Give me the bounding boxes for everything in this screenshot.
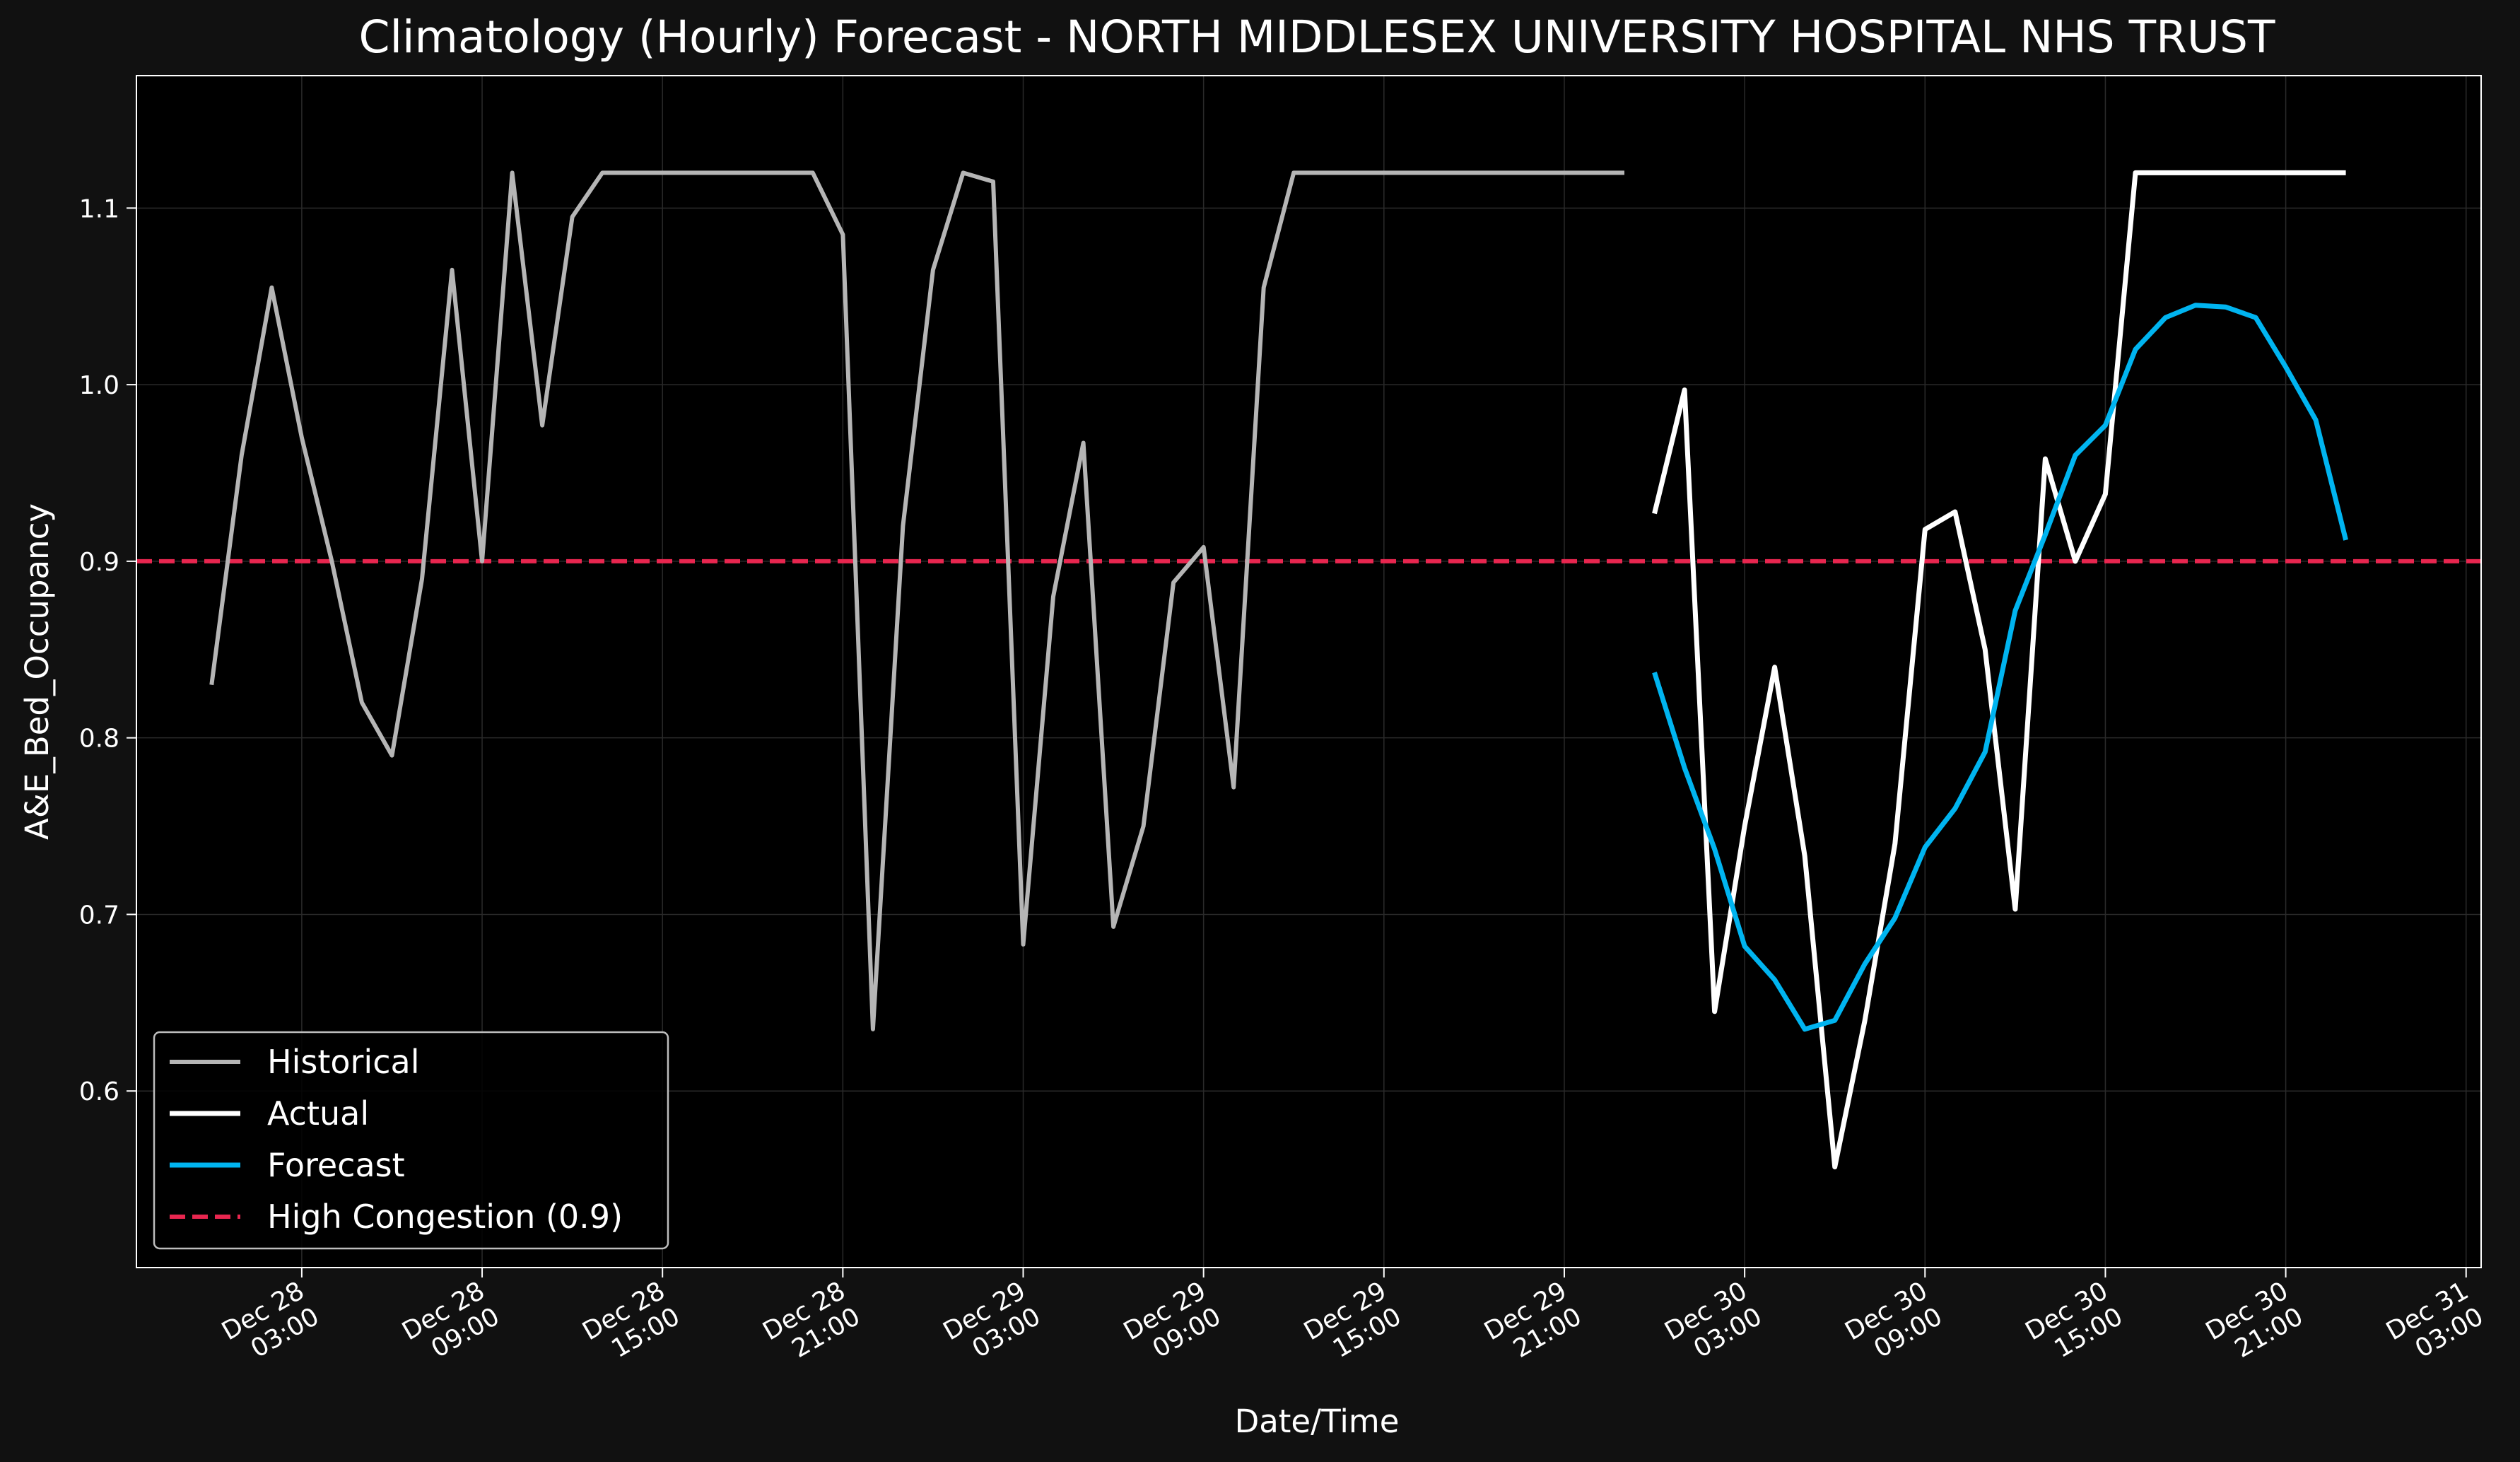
y-tick-label: 0.7 — [79, 901, 119, 930]
y-tick-label: 0.6 — [79, 1077, 119, 1106]
legend-label-historical: Historical — [267, 1043, 419, 1081]
x-axis-label: Date/Time — [1235, 1403, 1400, 1440]
series-line-forecast — [1652, 303, 2348, 1032]
series-actual — [1652, 170, 2346, 1170]
y-tick-label: 1.1 — [79, 194, 119, 223]
y-tick-label: 1.0 — [79, 371, 119, 400]
series-forecast — [1652, 303, 2348, 1032]
legend-label-high-congestion: High Congestion (0.9) — [267, 1198, 623, 1236]
legend: Historical Actual Forecast High Congesti… — [153, 1031, 669, 1250]
legend-box — [153, 1031, 669, 1250]
legend-label-forecast: Forecast — [267, 1146, 405, 1184]
series-layer — [209, 170, 2348, 1170]
y-tick-label: 0.8 — [79, 725, 119, 754]
series-line-historical — [209, 170, 1624, 1031]
series-historical — [209, 170, 1625, 1031]
x-tick-label: Dec 2903:00 — [939, 1276, 1045, 1372]
chart-title: Climatology (Hourly) Forecast - NORTH MI… — [358, 11, 2275, 63]
plot-frame — [136, 75, 2482, 1268]
series-line-actual — [1652, 170, 2346, 1170]
legend-label-actual: Actual — [267, 1094, 369, 1133]
y-axis: 0.6 0.7 0.8 0.9 1.0 1.1 — [79, 194, 136, 1106]
y-tick-label: 0.9 — [79, 548, 119, 577]
y-axis-label: A&E_Bed_Occupancy — [18, 503, 56, 840]
